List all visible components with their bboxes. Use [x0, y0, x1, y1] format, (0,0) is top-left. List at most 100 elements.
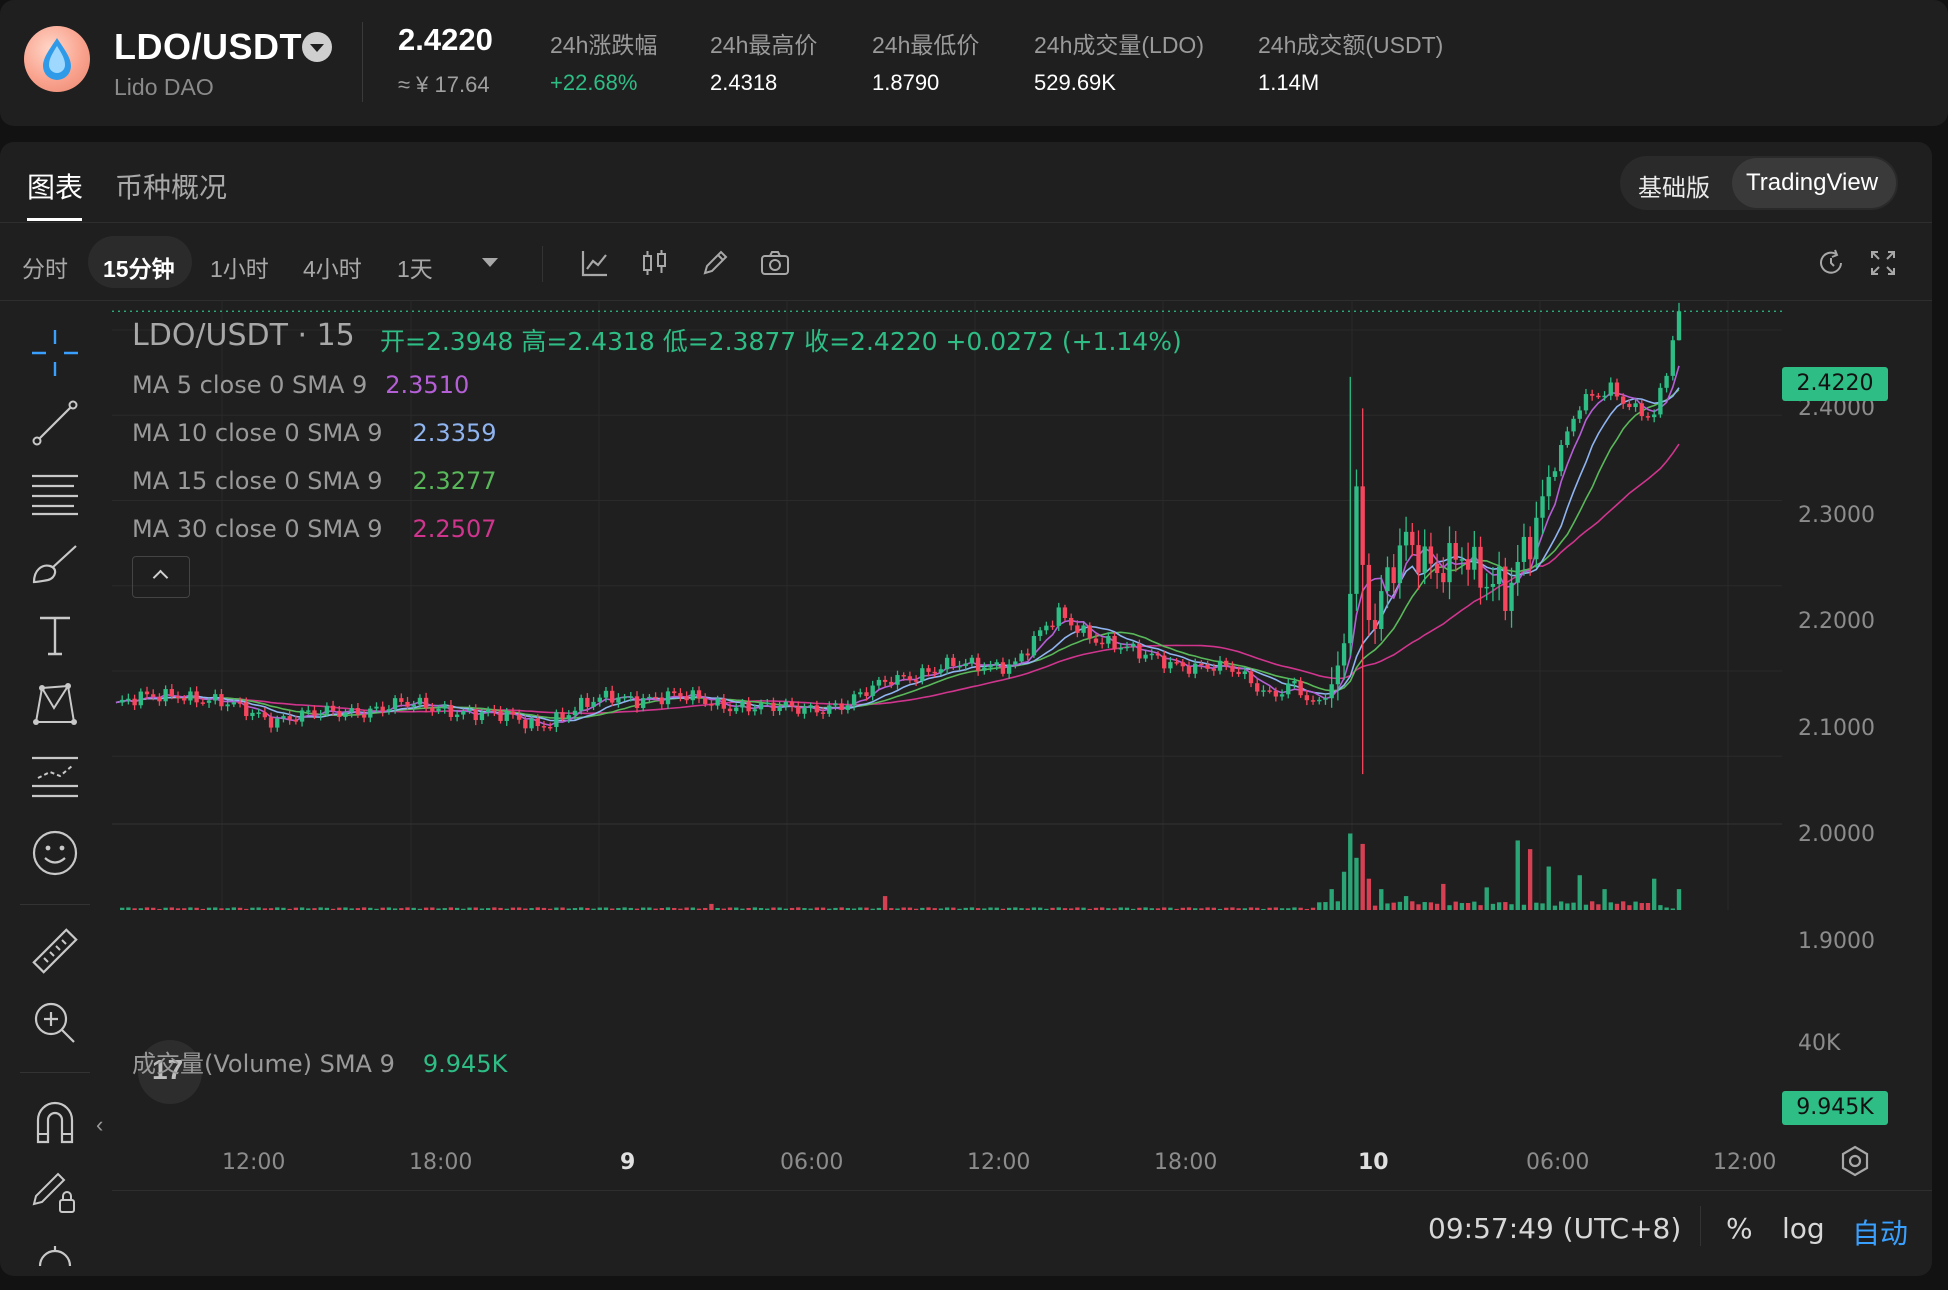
candle-body [944, 657, 950, 670]
volume-bar [876, 907, 882, 910]
stat-volume-value: 529.69K [1034, 70, 1116, 95]
interval-timeline[interactable]: 分时 [22, 256, 68, 282]
more-intervals-chevron-icon[interactable] [482, 258, 498, 267]
pair-dropdown-icon[interactable] [302, 32, 332, 62]
candle-body [1037, 630, 1043, 637]
candle-body [1360, 486, 1365, 565]
candle-body [994, 662, 999, 666]
candle-body [1484, 586, 1489, 589]
ruler-icon[interactable] [28, 924, 82, 978]
candle-body [1397, 545, 1403, 584]
volume-bar [1329, 889, 1334, 910]
volume-bar [765, 908, 770, 910]
volume-bar [1416, 904, 1421, 910]
candle-body [1193, 663, 1198, 674]
volume-bar [330, 908, 336, 910]
indicator-icon[interactable] [578, 246, 612, 280]
volume-bar [1199, 908, 1204, 910]
crosshair-icon[interactable] [28, 326, 82, 380]
volume-bar [1317, 902, 1322, 910]
volume-bar [913, 908, 919, 910]
candle-body [1087, 625, 1092, 639]
candle-body [845, 705, 851, 710]
volume-bar [1068, 908, 1074, 910]
candle-body [1273, 690, 1279, 697]
volume-bar [1546, 866, 1551, 910]
volume-bar [734, 907, 739, 910]
volume-bar [1124, 907, 1130, 910]
pattern-icon[interactable] [28, 678, 82, 732]
draw-icon[interactable] [698, 246, 732, 280]
tab-chart[interactable]: 图表 [27, 172, 84, 203]
legend-ma15-value: 2.3277 [412, 467, 497, 495]
fullscreen-icon[interactable] [1866, 246, 1900, 280]
volume-bar [1230, 907, 1235, 910]
magnet-icon[interactable] [28, 1096, 82, 1150]
percent-scale-toggle[interactable]: % [1726, 1212, 1753, 1245]
pair-title[interactable]: LDO/USDT [114, 26, 302, 67]
interval-1d[interactable]: 1天 [397, 256, 433, 282]
volume-bar [1509, 904, 1514, 910]
tab-coin-overview[interactable]: 币种概况 [115, 172, 228, 203]
interval-4h[interactable]: 4小时 [303, 256, 362, 282]
candle-body [963, 663, 968, 666]
fib-icon[interactable] [28, 466, 82, 520]
candle-body [820, 712, 826, 714]
zoom-in-icon[interactable] [28, 996, 82, 1050]
volume-bar [163, 907, 168, 910]
divider [1700, 1206, 1701, 1246]
candle-type-icon[interactable] [638, 246, 672, 280]
interval-1h[interactable]: 1小时 [210, 256, 269, 282]
screenshot-icon[interactable] [758, 246, 792, 280]
candle-body [1354, 486, 1359, 594]
view-tradingview-label: TradingView [1746, 169, 1879, 196]
candle-body [423, 697, 429, 708]
volume-bar [833, 907, 838, 910]
candle-body [746, 701, 751, 712]
volume-bar [318, 907, 323, 910]
interval-15m[interactable]: 15分钟 [103, 256, 175, 282]
candle-body [1341, 643, 1347, 666]
chart-settings-icon[interactable] [1838, 1144, 1872, 1178]
emoji-icon[interactable] [28, 826, 82, 880]
candle-body [1534, 517, 1539, 560]
view-basic-button[interactable]: 基础版 [1638, 175, 1710, 202]
clock[interactable]: 09:57:49 (UTC+8) [1428, 1212, 1682, 1245]
hide-icon[interactable] [28, 1236, 82, 1266]
text-icon[interactable] [28, 608, 82, 662]
volume-bar [1447, 905, 1452, 910]
view-tradingview-button[interactable]: TradingView [1732, 158, 1896, 208]
volume-bar [1304, 908, 1310, 910]
replay-icon[interactable] [1814, 246, 1848, 280]
volume-bar [343, 907, 348, 910]
log-scale-toggle[interactable]: log [1782, 1212, 1825, 1245]
auto-scale-toggle[interactable]: 自动 [1852, 1217, 1909, 1250]
stat-turnover-value: 1.14M [1258, 70, 1320, 95]
trendline-icon[interactable] [28, 396, 82, 450]
volume-bar [665, 907, 671, 910]
candle-body [244, 702, 249, 717]
forecast-icon[interactable] [28, 748, 82, 802]
candle-body [1174, 662, 1179, 664]
candle-body [182, 698, 187, 701]
volume-bar [1558, 901, 1564, 910]
candlestick-chart[interactable] [112, 300, 1782, 1160]
candle-body [1434, 563, 1440, 574]
lock-draw-icon[interactable] [28, 1164, 82, 1218]
legend-collapse-button[interactable] [132, 556, 190, 598]
volume-bar [1075, 907, 1080, 910]
price-tick: 1.9000 [1798, 929, 1875, 954]
candle-body [889, 681, 894, 685]
volume-bar [827, 908, 832, 910]
candle-body [324, 705, 330, 714]
volume-bar [188, 907, 193, 910]
brush-icon[interactable] [28, 538, 82, 592]
toolbar-divider [542, 246, 543, 282]
volume-bar [547, 908, 553, 910]
candle-body [665, 691, 671, 705]
candle-body [306, 710, 311, 712]
volume-bar [752, 907, 758, 910]
candle-body [982, 667, 987, 671]
candle-body [318, 713, 323, 716]
collapse-toolbar-chevron-icon[interactable]: ‹ [96, 1112, 104, 1137]
